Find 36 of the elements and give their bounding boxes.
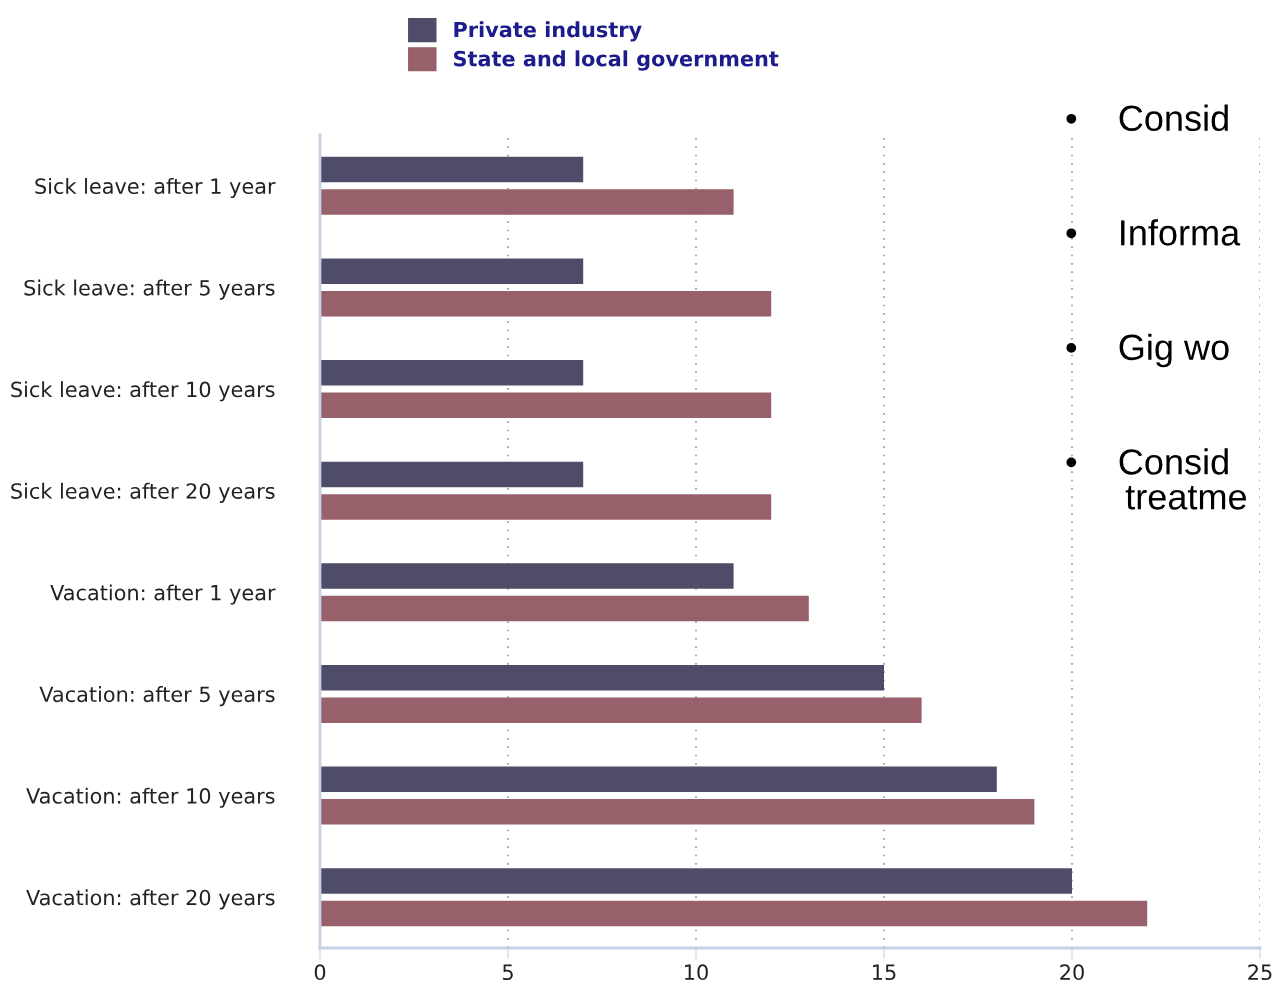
bar (320, 392, 772, 419)
x-tick-label: 20 (1060, 964, 1084, 981)
y-tick-label: Vacation: after 5 years (39, 686, 275, 707)
x-tick-label: 10 (685, 964, 708, 981)
legend-label: Private industry (454, 21, 642, 42)
annotation: • Gig wo (1066, 333, 1229, 368)
text: • Consid (1066, 104, 1228, 132)
bar (320, 258, 584, 284)
y-tick-label: Vacation: after 10 years (26, 787, 275, 808)
bar (320, 900, 1148, 927)
y-tick-label: Vacation: after 1 year (50, 584, 276, 605)
annotation: • Informa (1066, 219, 1241, 246)
bar (320, 563, 734, 589)
y-tick-label: Sick leave: after 1 year (35, 177, 276, 199)
bar (320, 799, 1035, 825)
x-tick-label: 25 (1248, 964, 1272, 981)
bar (320, 868, 1072, 894)
x-tick-label: 0 (314, 964, 326, 981)
annotation: • Consid treatme (1066, 448, 1247, 510)
bar (320, 697, 922, 723)
x-tick-label: 15 (873, 964, 896, 981)
y-tick-label: Vacation: after 20 years (26, 889, 275, 910)
bar (320, 360, 584, 386)
bar (320, 156, 584, 183)
y-tick-label: Sick leave: after 5 years (24, 279, 275, 300)
bar (320, 595, 809, 622)
bar (320, 494, 772, 520)
x-tick-label: 5 (502, 964, 513, 981)
y-tick-label: Sick leave: after 20 years (11, 482, 275, 503)
legend-label: State and local government (453, 50, 779, 71)
bar (320, 766, 997, 793)
bar (320, 290, 772, 317)
y-tick-label: Sick leave: after 10 years (11, 381, 275, 402)
bar (320, 189, 734, 215)
bar (320, 664, 884, 691)
bar (320, 461, 584, 488)
